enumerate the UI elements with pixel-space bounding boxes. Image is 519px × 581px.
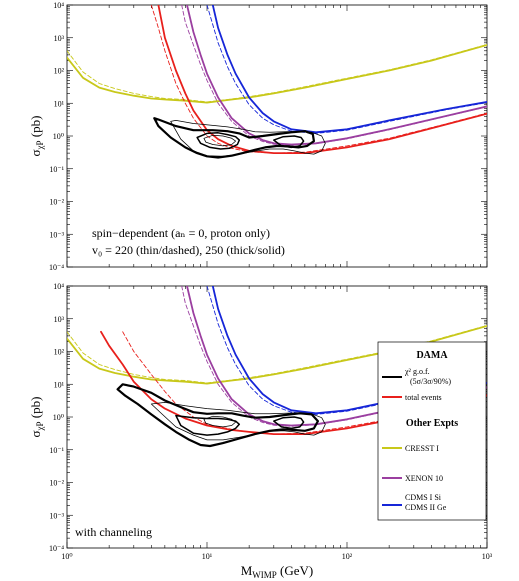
y-tick-label: 10³: [54, 315, 65, 324]
x-tick-label: 10³: [482, 552, 493, 561]
legend-label-gof-levels: (5σ/3σ/90%): [410, 377, 451, 386]
series-line-cdms-solid: [211, 5, 487, 134]
dama-contour-thick: [153, 117, 315, 159]
series-line-cresst-dashed: [67, 325, 487, 384]
legend-title-dama: DAMA: [416, 350, 448, 361]
series-line-cresst-solid: [67, 325, 487, 385]
y-tick-labels: 10⁻⁴ 10⁻³ 10⁻² 10⁻¹ 10⁰ 10¹ 10² 10³ 10⁴: [49, 282, 65, 553]
y-tick-label: 10⁻²: [49, 479, 64, 488]
dama-contours: [116, 383, 326, 448]
legend-label-cdms-ge: CDMS II Ge: [405, 503, 447, 512]
series-line-xenon-dashed: [181, 286, 487, 427]
y-tick-label: 10⁴: [53, 282, 64, 291]
series-line-xenon-solid: [186, 286, 487, 427]
dama-contour-medium: [273, 135, 305, 149]
series-layer: [67, 5, 487, 155]
dama-contour-thin: [170, 120, 326, 157]
annotation-line-1: spin−dependent (aₙ = 0, proton only): [92, 226, 270, 240]
dama-contour-medium: [196, 132, 241, 150]
x-tick-label: 10⁰: [61, 552, 72, 561]
x-tick-label: 10¹: [202, 552, 213, 561]
y-tick-label: 10⁻⁴: [49, 544, 64, 553]
dama-contours: [153, 117, 326, 159]
axis-ticks: [66, 4, 488, 268]
y-tick-label: 10²: [54, 67, 65, 76]
x-tick-labels: 10⁰ 10¹ 10² 10³: [61, 552, 492, 561]
dama-contour-thin: [150, 402, 326, 441]
series-line-cresst-solid: [67, 44, 487, 104]
dama-contour-thin: [203, 415, 236, 428]
legend: DAMA χ² g.o.f. (5σ/3σ/90%) total events …: [377, 341, 487, 521]
series-line-xenon-dashed: [181, 5, 487, 146]
y-tick-label: 10²: [54, 348, 65, 357]
y-axis-label: σχP (pb): [28, 116, 45, 157]
legend-box: [377, 341, 487, 521]
dama-contour-thick: [116, 383, 319, 448]
series-line-total_events-solid: [100, 330, 487, 436]
panel-top: 10⁻⁴ 10⁻³ 10⁻² 10⁻¹ 10⁰ 10¹ 10² 10³ 10⁴ σχP (pb)…: [28, 1, 488, 272]
y-tick-label: 10⁻⁴: [49, 263, 64, 272]
dama-contour-thin: [203, 134, 236, 147]
y-tick-label: 10⁰: [53, 413, 64, 422]
y-tick-label: 10⁻³: [49, 230, 64, 239]
y-tick-label: 10⁻¹: [49, 446, 64, 455]
y-tick-label: 10³: [54, 34, 65, 43]
y-axis-label: σχP (pb): [28, 397, 45, 438]
legend-title-other: Other Expts: [406, 418, 458, 429]
y-tick-label: 10⁻²: [49, 198, 64, 207]
series-line-cdms-dashed: [206, 5, 487, 134]
legend-label-total: total events: [405, 393, 442, 402]
y-tick-label: 10⁻¹: [49, 165, 64, 174]
x-tick-label: 10²: [342, 552, 353, 561]
y-tick-label: 10⁻³: [49, 511, 64, 520]
series-line-cresst-dashed: [67, 44, 487, 103]
legend-label-cresst: CRESST I: [405, 444, 439, 453]
series-line-xenon-solid: [186, 5, 487, 146]
annotation-channeling: with channeling: [75, 525, 152, 539]
y-tick-label: 10¹: [54, 380, 65, 389]
y-tick-label: 10⁴: [53, 1, 64, 10]
x-axis-label: MWIMP (GeV): [241, 563, 314, 580]
annotation-line-2: v₀ = 220 (thin/dashed), 250 (thick/solid…: [92, 243, 285, 257]
y-tick-label: 10⁰: [53, 132, 64, 141]
legend-label-gof: χ² g.o.f.: [404, 367, 430, 376]
y-tick-labels: 10⁻⁴ 10⁻³ 10⁻² 10⁻¹ 10⁰ 10¹ 10² 10³ 10⁴: [49, 1, 65, 272]
legend-label-cdms-si: CDMS I Si: [405, 493, 442, 502]
axis-ticks: [66, 285, 488, 549]
dama-contour-medium: [175, 414, 241, 436]
legend-label-xenon: XENON 10: [405, 474, 443, 483]
series-line-total_events-solid: [157, 5, 487, 155]
dama-contour-medium: [273, 416, 305, 430]
y-tick-label: 10¹: [54, 99, 65, 108]
